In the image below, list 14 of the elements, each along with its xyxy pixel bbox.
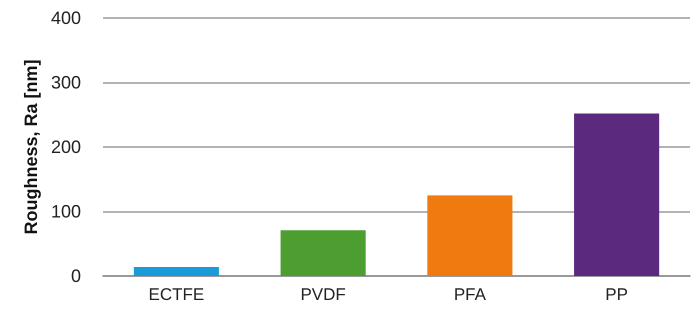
y-tick-label: 400 (50, 8, 81, 28)
x-tick-label: PVDF (300, 285, 346, 304)
x-tick-label: PFA (454, 285, 487, 304)
y-tick-label: 200 (50, 137, 81, 157)
x-tick-label: PP (605, 285, 628, 304)
y-tick-label: 300 (50, 72, 81, 92)
y-tick-label: 0 (70, 266, 81, 286)
bar (134, 266, 219, 276)
y-tick-label: 100 (50, 202, 81, 222)
y-axis-title: Roughness, Ra [nm] (21, 59, 42, 235)
bar (574, 113, 660, 276)
bar (427, 195, 512, 276)
bar (280, 230, 366, 276)
x-tick-label: ECTFE (148, 285, 204, 304)
